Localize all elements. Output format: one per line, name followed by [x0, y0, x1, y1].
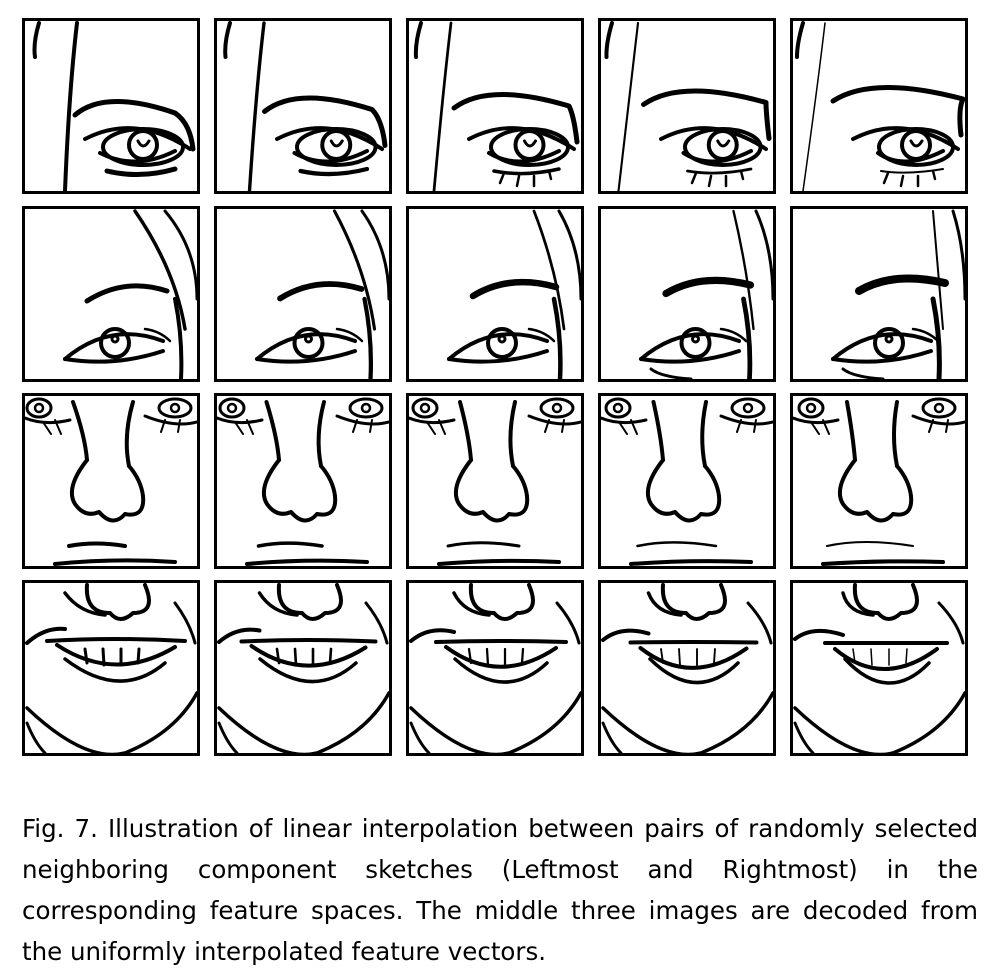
mouth-sketch-drawing: [25, 583, 197, 753]
sketch-mouth-col-4: [598, 580, 776, 756]
eye-left-sketch-drawing: [604, 21, 772, 191]
nose-sketch-drawing: [601, 397, 773, 566]
eye-left-sketch-drawing: [32, 21, 196, 191]
sketch-mouth-col-2: [214, 580, 392, 756]
sketch-eye-right-col-2: [214, 206, 392, 382]
eye-right-sketch-drawing: [63, 209, 197, 379]
eye-right-sketch-drawing: [831, 209, 965, 379]
sketch-mouth-col-3: [406, 580, 584, 756]
eye-right-sketch-drawing: [639, 209, 773, 379]
sketch-eye-left-col-1: [22, 18, 200, 194]
sketch-eye-left-col-2: [214, 18, 392, 194]
sketch-mouth-col-5: [790, 580, 968, 756]
sketch-nose-col-3: [406, 393, 584, 569]
sketch-eye-right-col-3: [406, 206, 584, 382]
eye-right-sketch-drawing: [255, 209, 389, 379]
sketch-eye-right-col-1: [22, 206, 200, 382]
nose-sketch-drawing: [25, 397, 197, 566]
sketch-nose-col-4: [598, 393, 776, 569]
figure-caption: Fig. 7. Illustration of linear interpola…: [22, 814, 978, 966]
sketch-nose-col-2: [214, 393, 392, 569]
sketch-mouth-col-1: [22, 580, 200, 756]
nose-sketch-drawing: [409, 397, 581, 566]
sketch-eye-right-col-4: [598, 206, 776, 382]
mouth-sketch-drawing: [409, 583, 581, 753]
interpolation-figure: [22, 18, 968, 756]
sketch-nose-col-5: [790, 393, 968, 569]
mouth-sketch-drawing: [217, 583, 389, 753]
sketch-eye-right-col-5: [790, 206, 968, 382]
mouth-sketch-drawing: [793, 583, 965, 753]
eye-right-sketch-drawing: [447, 209, 581, 379]
nose-sketch-drawing: [217, 397, 389, 566]
eye-left-sketch-drawing: [413, 21, 580, 191]
sketch-nose-col-1: [22, 393, 200, 569]
sketch-eye-left-col-4: [598, 18, 776, 194]
sketch-eye-left-col-5: [790, 18, 968, 194]
mouth-sketch-drawing: [601, 583, 773, 753]
nose-sketch-drawing: [793, 397, 965, 566]
eye-left-sketch-drawing: [223, 21, 388, 191]
sketch-eye-left-col-3: [406, 18, 584, 194]
eye-left-sketch-drawing: [795, 21, 965, 191]
